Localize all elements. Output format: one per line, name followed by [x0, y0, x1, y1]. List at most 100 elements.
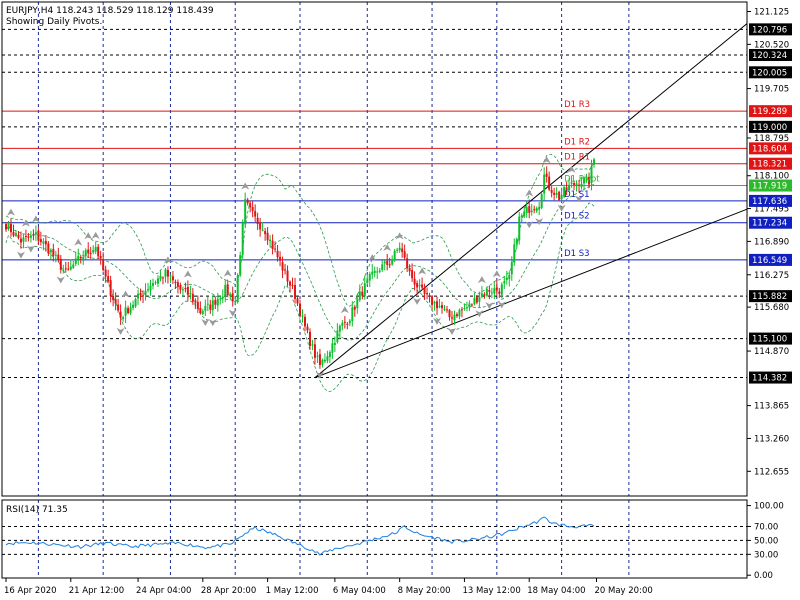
candle-body-78	[199, 307, 202, 314]
candle-body-193	[485, 288, 488, 296]
candle-body-100	[254, 211, 257, 217]
candle-body-190	[478, 297, 481, 302]
rsi-series	[5, 516, 595, 556]
rsi-tick-label-1: 70.00	[754, 522, 778, 532]
candle-body-96	[244, 199, 247, 225]
candle-body-58	[149, 285, 152, 291]
candle-body-3	[12, 232, 15, 236]
candle-body-90	[229, 293, 232, 297]
candle-body-9	[27, 236, 30, 238]
candle-body-14	[39, 239, 42, 243]
candle-body-103	[261, 229, 264, 231]
level-badge-2: 120.005	[752, 68, 787, 78]
candle-body-91	[231, 293, 234, 302]
candle-body-210	[528, 206, 531, 213]
candle-body-159	[401, 248, 404, 252]
price-tick-label-5: 117.495	[754, 205, 789, 215]
candle-body-128	[323, 359, 326, 362]
candle-body-129	[326, 356, 329, 361]
candle-body-152	[383, 261, 386, 264]
pivot-badge-0: 119.289	[752, 107, 787, 117]
candle-body-221	[555, 193, 558, 195]
candle-body-213	[535, 208, 538, 212]
candle-body-231	[580, 183, 583, 187]
candle-body-23	[62, 269, 65, 271]
fractal-up-21	[383, 243, 392, 251]
candle-body-38	[99, 256, 102, 259]
candle-body-101	[256, 217, 259, 225]
candle-body-97	[246, 199, 249, 204]
candle-body-26	[69, 266, 72, 270]
candle-body-6	[19, 238, 22, 243]
candle-body-46	[119, 311, 122, 318]
fractal-up-10	[121, 290, 130, 298]
pivot-badge-6: 116.549	[752, 256, 787, 266]
candle-body-107	[271, 240, 274, 249]
pivot-label-5: D1 S2	[564, 212, 589, 222]
fractal-down-14	[208, 319, 217, 327]
candle-body-74	[189, 293, 192, 295]
price-tick-label-1: 120.520	[754, 40, 789, 50]
rsi-tick-label-2: 50.00	[754, 536, 778, 546]
fractal-up-30	[492, 270, 501, 278]
candle-body-137	[346, 323, 349, 325]
fractal-down-13	[201, 319, 210, 327]
candle-body-40	[104, 269, 107, 277]
fractal-down-33	[525, 221, 534, 229]
price-tick-label-12: 112.655	[754, 467, 789, 477]
pivot-label-6: D1 S3	[564, 249, 589, 259]
rsi-tick-label-3: 30.00	[754, 550, 778, 560]
level-badge-bg-3	[749, 120, 792, 133]
candle-body-56	[144, 290, 147, 295]
fractal-up-37	[567, 165, 576, 173]
main-pane-frame	[1, 1, 748, 497]
candle-body-81	[206, 303, 209, 305]
candle-body-170	[428, 295, 431, 297]
candle-body-41	[107, 276, 110, 282]
level-badge-bg-6	[749, 371, 792, 384]
candle-body-19	[52, 248, 55, 256]
candle-body-174	[438, 306, 441, 308]
candle-body-116	[294, 285, 297, 299]
candle-body-123	[311, 344, 314, 346]
price-tick-label-6: 116.890	[754, 237, 789, 247]
candle-body-217	[545, 173, 548, 177]
candle-body-36	[94, 246, 97, 252]
candle-body-106	[269, 239, 272, 242]
pivot-badge-bg-6	[749, 253, 792, 266]
candle-body-234	[588, 176, 591, 185]
candle-body-59	[152, 283, 154, 286]
candle-body-32	[84, 250, 87, 257]
fractal-up-19	[340, 306, 349, 314]
candle-body-147	[371, 271, 374, 275]
level-badge-bg-2	[749, 66, 792, 79]
candle-body-161	[406, 258, 409, 269]
candle-body-177	[446, 309, 448, 311]
candle-body-125	[316, 355, 319, 357]
candle-body-178	[448, 310, 451, 318]
time-tick-label-6: 8 May 20:00	[398, 586, 451, 596]
fractal-up-24	[418, 267, 427, 275]
time-tick-label-8: 18 May 04:00	[527, 586, 585, 596]
candle-body-191	[480, 293, 483, 297]
level-badge-6: 114.382	[752, 374, 787, 384]
time-axis: 16 Apr 2020 21 Apr 12:00 24 Apr 04:00 28 Ap…	[4, 578, 653, 596]
candle-body-204	[513, 244, 516, 263]
fractal-down-34	[535, 218, 544, 226]
candle-body-21	[57, 254, 60, 260]
candle-body-229	[575, 183, 578, 187]
price-tick-label-11: 113.260	[754, 434, 789, 444]
candle-body-203	[510, 262, 513, 275]
candle-body-186	[468, 303, 471, 308]
rsi-title: RSI(14) 71.35	[6, 505, 68, 515]
pivot-label-1: D1 R2	[564, 137, 590, 147]
candle-body-79	[201, 311, 204, 314]
fractal-up-22	[395, 232, 404, 240]
candle-body-220	[553, 192, 556, 195]
level-badge-bg-1	[749, 48, 792, 61]
fractal-up-6	[74, 238, 83, 246]
candle-body-195	[490, 292, 493, 294]
candle-body-202	[508, 274, 511, 280]
fractal-up-17	[241, 182, 250, 190]
